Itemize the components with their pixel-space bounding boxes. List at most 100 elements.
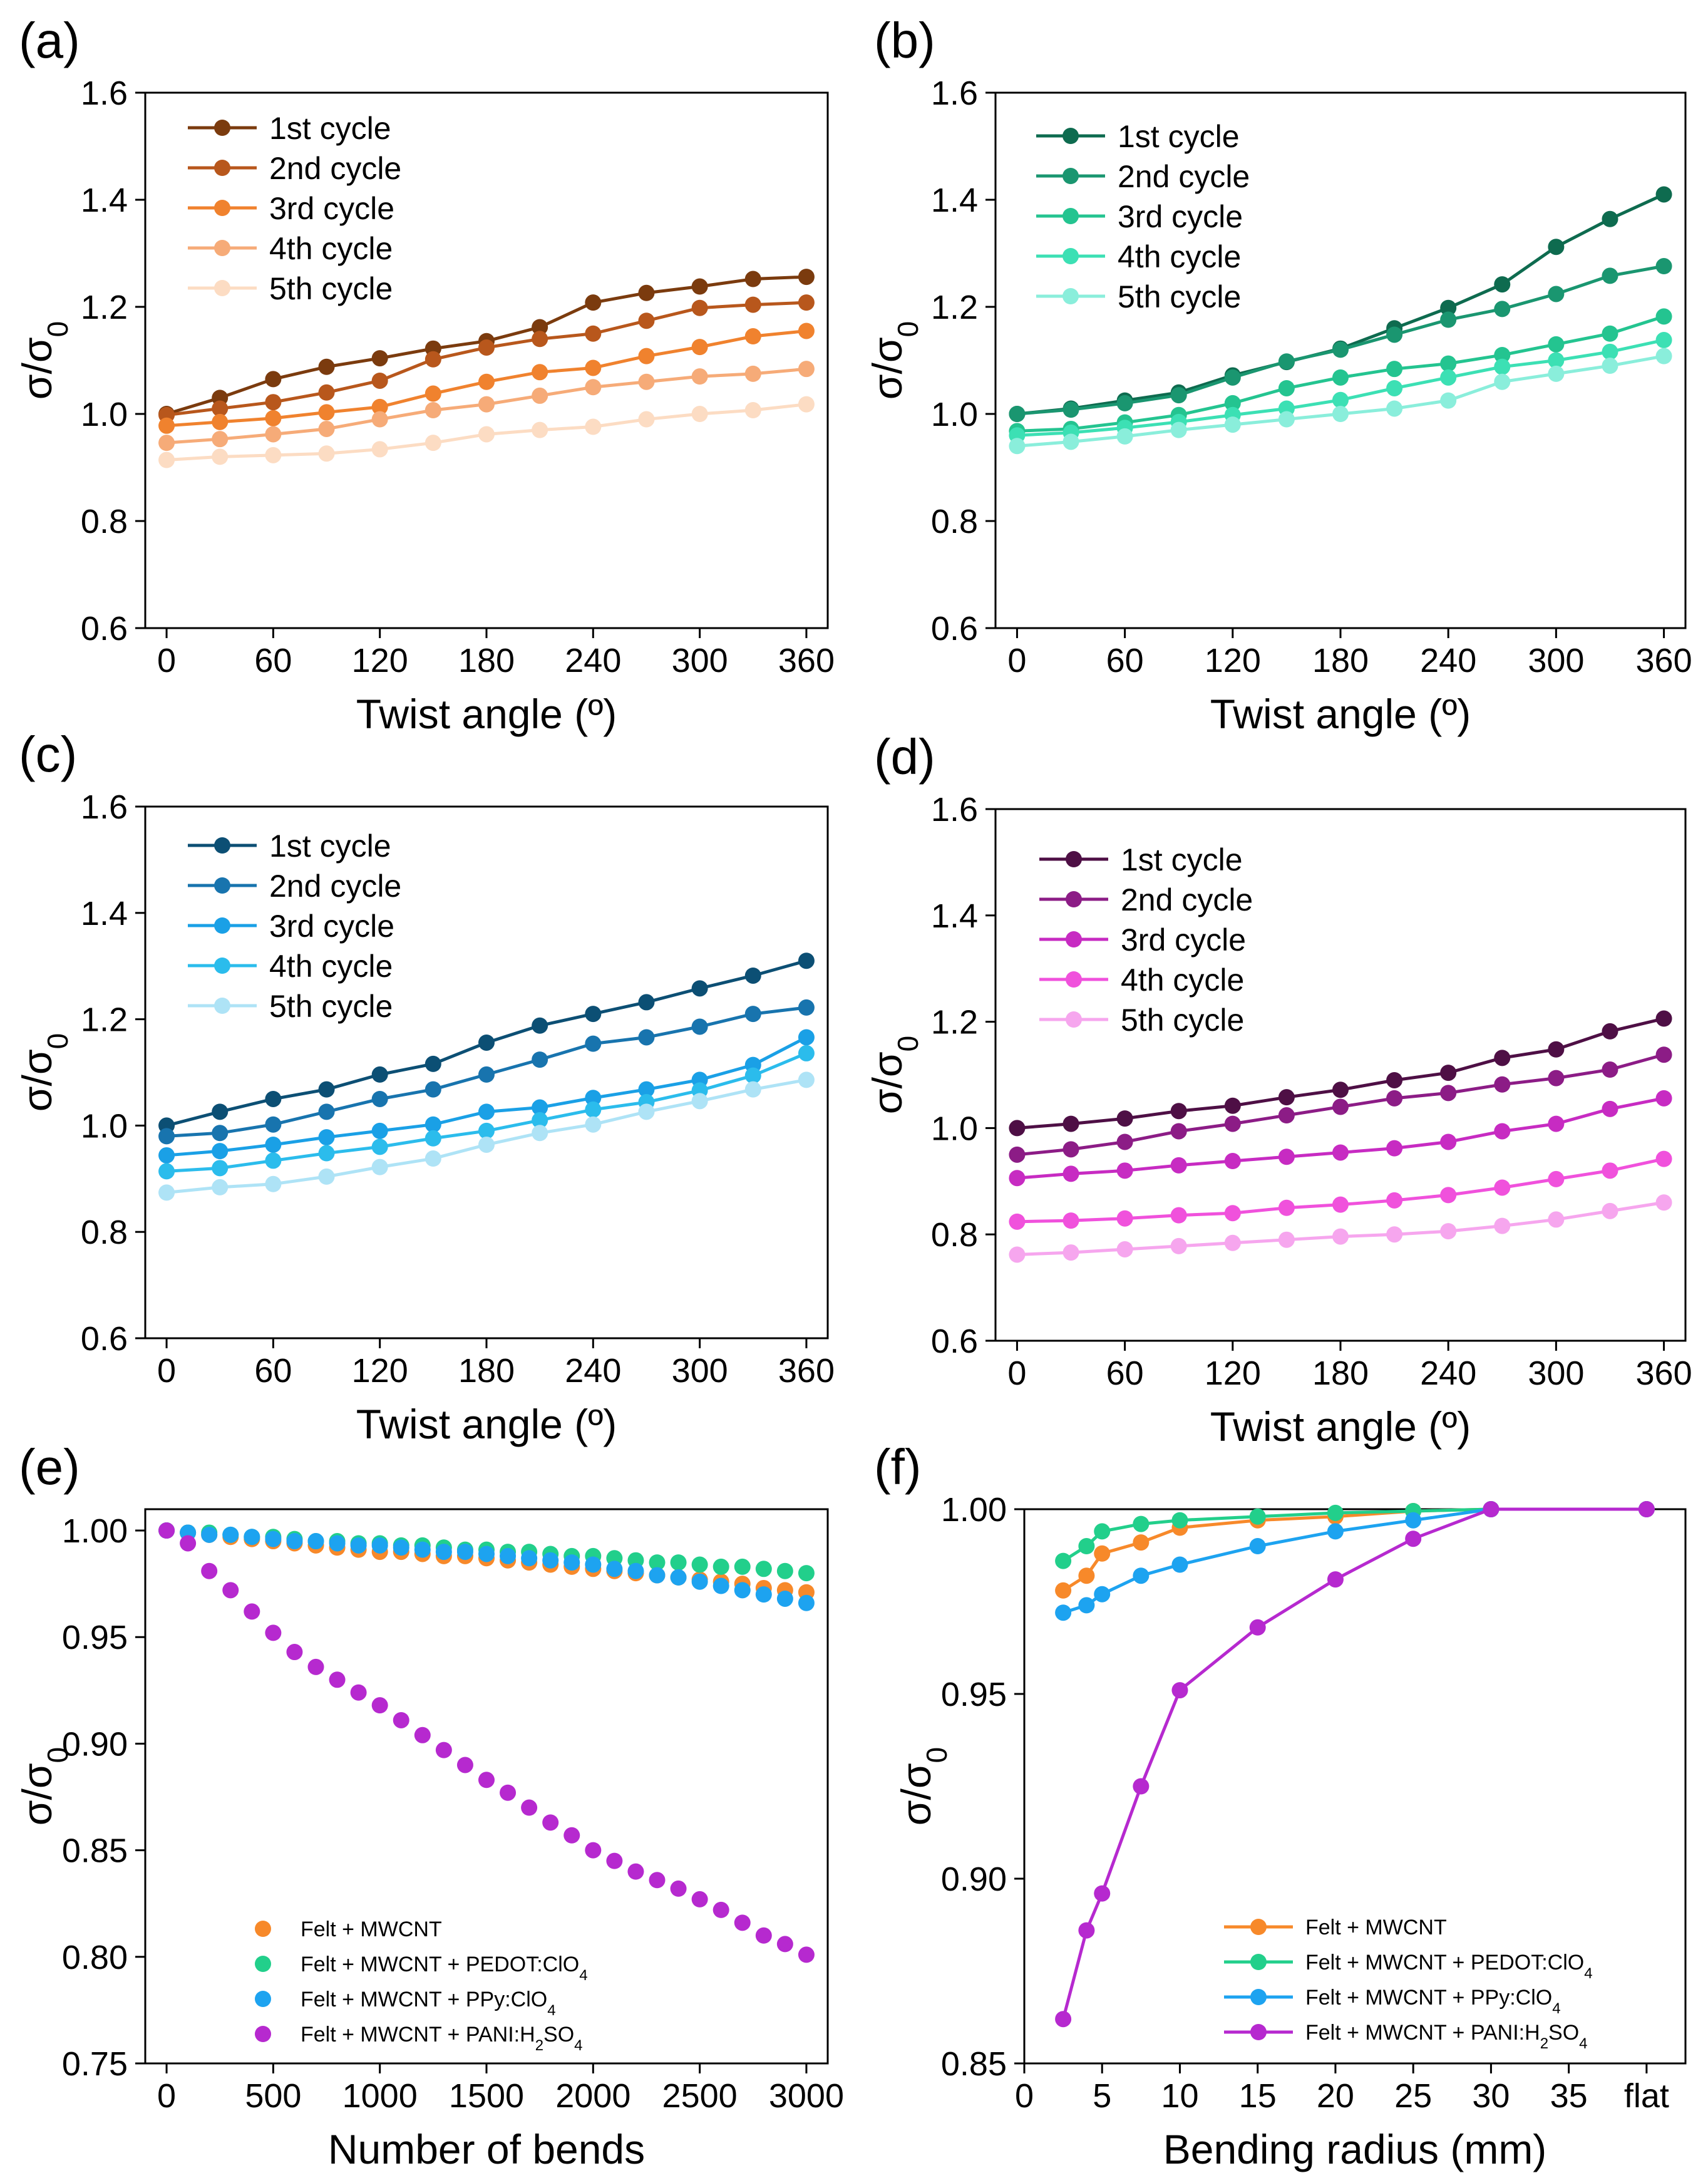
x-tick-label: flat <box>1624 2077 1669 2115</box>
data-point <box>691 299 708 316</box>
data-point <box>1170 1207 1187 1224</box>
x-tick-label: 20 <box>1317 2077 1354 2115</box>
data-point <box>1440 1085 1457 1102</box>
data-point <box>1494 358 1511 375</box>
legend-label: 2nd cycle <box>269 151 401 186</box>
data-point <box>606 1852 623 1869</box>
data-point <box>222 1582 239 1599</box>
data-point <box>1332 341 1349 358</box>
series-4 <box>158 1522 815 1963</box>
data-point <box>158 1128 175 1145</box>
y-axis-title: σ/σ0 <box>14 321 74 400</box>
data-point <box>1494 1123 1511 1140</box>
legend-marker <box>1062 208 1079 224</box>
legend-marker <box>214 200 230 216</box>
x-axis-title: Number of bends <box>328 2126 645 2172</box>
data-point <box>1133 1534 1150 1551</box>
data-point <box>1405 1512 1422 1529</box>
x-tick-label: 360 <box>1636 1355 1692 1392</box>
data-point <box>776 1590 793 1607</box>
y-tick-label: 1.4 <box>81 182 128 219</box>
data-point <box>1440 1223 1457 1240</box>
series-5 <box>158 396 815 468</box>
data-point <box>627 1562 644 1579</box>
data-point <box>1062 1212 1079 1229</box>
data-point <box>585 1116 602 1133</box>
data-point <box>1548 239 1565 255</box>
legend-label: 1st cycle <box>269 828 391 864</box>
x-tick-label: 120 <box>1205 1355 1261 1392</box>
data-point <box>371 1090 388 1107</box>
legend-label: 5th cycle <box>1118 279 1241 314</box>
data-point <box>1440 311 1457 328</box>
legend: 1st cycle 2nd cycle 3rd cycle 4th cycle 5th … <box>188 828 401 1024</box>
data-point <box>670 1554 687 1571</box>
data-point <box>1224 395 1241 411</box>
data-point <box>1655 1090 1672 1107</box>
x-axis-title: Twist angle (º) <box>356 1401 617 1447</box>
data-point <box>744 402 761 419</box>
data-point <box>424 385 441 402</box>
data-point <box>1332 1098 1349 1115</box>
x-tick-label: 60 <box>254 642 292 679</box>
data-point <box>1009 1213 1026 1230</box>
chart-panel-e: (e) 0 500 1000 1500 2000 2500 3000 0.75 0.80 0.85 0… <box>14 1439 844 2172</box>
data-point <box>691 278 708 295</box>
x-tick-label: 240 <box>1420 1355 1476 1392</box>
data-point <box>500 1547 517 1564</box>
y-tick-label: 0.95 <box>62 1619 128 1656</box>
data-point <box>1278 1148 1295 1165</box>
data-point <box>1062 1141 1079 1158</box>
plot-frame <box>144 91 829 629</box>
data-point <box>1133 1515 1150 1532</box>
data-point <box>798 361 815 378</box>
x-tick-label: 1500 <box>449 2077 524 2115</box>
data-point <box>456 1757 473 1773</box>
data-point <box>1655 1150 1672 1167</box>
y-tick-label: 1.6 <box>931 75 978 112</box>
data-point <box>318 1145 335 1162</box>
y-axis-title: σ/σ0 <box>14 1033 74 1112</box>
legend-item: Felt + MWCNT <box>1224 1916 1447 1939</box>
data-point <box>478 1122 495 1139</box>
data-point <box>585 1090 602 1107</box>
y-tick-label: 1.4 <box>81 895 128 932</box>
y-tick-label: 1.00 <box>941 1491 1007 1529</box>
data-point <box>1009 1170 1026 1187</box>
data-point <box>158 435 175 452</box>
data-point <box>1494 1076 1511 1093</box>
legend-item: 4th cycle <box>1036 239 1241 274</box>
data-point <box>1655 308 1672 325</box>
y-tick-label: 1.00 <box>62 1512 128 1550</box>
data-point <box>1602 210 1618 227</box>
data-point <box>1224 1115 1241 1132</box>
legend-item: 1st cycle <box>1036 119 1240 154</box>
legend-label: 5th cycle <box>1121 1003 1244 1038</box>
data-point <box>649 1872 666 1889</box>
legend-marker <box>1066 891 1082 907</box>
data-point <box>1440 299 1457 316</box>
data-point <box>212 1143 229 1160</box>
series-5 <box>1009 1194 1672 1263</box>
series-3 <box>158 323 815 434</box>
data-point <box>1062 1115 1079 1132</box>
series-line <box>1017 264 1665 416</box>
data-point <box>521 1799 538 1816</box>
data-point <box>286 1644 303 1661</box>
data-point <box>265 394 282 411</box>
legend-item: 5th cycle <box>1036 279 1241 314</box>
data-point <box>691 406 708 422</box>
data-point <box>776 1562 793 1579</box>
legend-marker <box>1250 1989 1267 2005</box>
data-point <box>1062 401 1079 418</box>
x-tick-label: 35 <box>1550 2077 1588 2115</box>
data-point <box>532 1125 548 1142</box>
data-point <box>585 1101 602 1118</box>
series-3 <box>1009 1090 1672 1187</box>
data-point <box>1332 1196 1349 1213</box>
data-point <box>456 1544 473 1561</box>
data-point <box>798 1946 815 1963</box>
data-point <box>350 1537 367 1554</box>
legend-label: Felt + MWCNT + PPy:ClO4 <box>301 1988 556 2019</box>
